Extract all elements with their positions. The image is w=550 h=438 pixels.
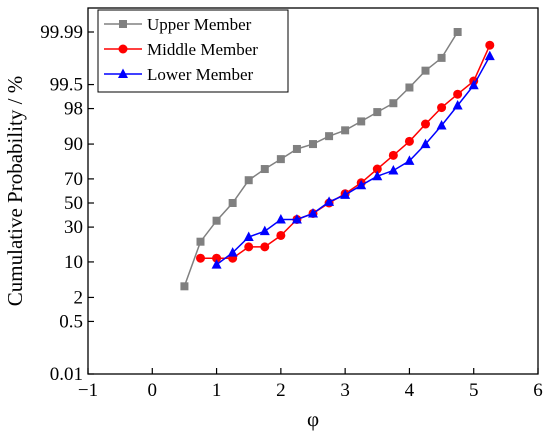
data-point-lower-member — [436, 120, 447, 130]
data-point-upper-member — [325, 132, 334, 141]
data-point-lower-member — [275, 213, 286, 224]
data-point-middle-member — [421, 119, 430, 129]
x-tick-label: 1 — [212, 380, 222, 401]
data-point-lower-member — [227, 247, 238, 257]
data-point-upper-member — [373, 108, 382, 117]
y-tick-label: 0.01 — [50, 364, 83, 385]
data-point-middle-member — [244, 242, 254, 252]
legend-marker — [119, 20, 127, 28]
data-point-upper-member — [196, 237, 205, 246]
data-point-lower-member — [211, 259, 222, 269]
data-point-upper-member — [244, 176, 253, 185]
x-tick-label: 0 — [148, 380, 158, 401]
data-point-upper-member — [260, 165, 269, 174]
data-point-lower-member — [340, 189, 351, 199]
data-point-lower-member — [324, 196, 335, 206]
y-tick-label: 99.5 — [50, 75, 83, 96]
y-tick-label: 50 — [64, 193, 83, 214]
legend-marker — [118, 68, 128, 78]
data-point-lower-member — [388, 165, 399, 175]
x-tick-label: 2 — [276, 380, 286, 401]
data-point-lower-member — [484, 50, 495, 61]
data-point-lower-member — [291, 213, 302, 224]
legend-item-lower-member: Lower Member — [104, 65, 254, 84]
data-point-upper-member — [292, 144, 301, 153]
legend-item-middle-member: Middle Member — [104, 40, 258, 59]
y-tick-label: 10 — [64, 252, 83, 273]
data-point-middle-member — [212, 253, 222, 263]
data-point-lower-member — [468, 79, 479, 90]
data-point-middle-member — [276, 230, 286, 240]
data-point-upper-member — [228, 199, 237, 207]
x-tick-label: 6 — [533, 380, 543, 401]
data-point-middle-member — [437, 103, 447, 113]
legend-label: Upper Member — [147, 15, 252, 34]
data-point-upper-member — [453, 28, 462, 36]
y-tick-label: 30 — [64, 217, 83, 238]
legend-label: Lower Member — [147, 65, 254, 84]
x-tick-label: 4 — [405, 380, 415, 401]
y-tick-label: 70 — [64, 169, 83, 190]
legend-marker — [118, 44, 128, 54]
data-point-middle-member — [485, 40, 495, 50]
data-point-middle-member — [372, 164, 382, 174]
data-point-lower-member — [356, 179, 367, 190]
series-lower-member — [211, 50, 495, 269]
data-point-middle-member — [453, 89, 463, 99]
legend: Upper Member Middle Member Lower Member — [97, 9, 289, 93]
x-tick-label: 3 — [340, 380, 350, 401]
axis-layer: −1 0 1 2 3 4 5 6 0.01 0.5 2 10 30 50 70 90 98 99.5 99.99 — [40, 22, 543, 401]
series-upper-member — [180, 28, 462, 291]
legend-item-upper-member: Upper Member — [104, 15, 252, 34]
data-point-upper-member — [421, 66, 430, 75]
data-point-lower-member — [259, 225, 270, 236]
x-tick-label: 5 — [469, 380, 479, 401]
data-point-upper-member — [357, 117, 366, 126]
data-point-upper-member — [276, 155, 285, 164]
y-axis-title: Cumulative Probability / % — [3, 76, 27, 306]
data-point-lower-member — [452, 100, 463, 110]
data-point-lower-member — [404, 155, 415, 165]
data-point-lower-member — [372, 170, 383, 181]
x-tick-label: −1 — [78, 380, 98, 401]
y-tick-label: 99.99 — [40, 22, 83, 43]
data-point-middle-member — [388, 150, 398, 160]
data-point-upper-member — [389, 99, 398, 108]
legend-label: Middle Member — [147, 40, 258, 59]
data-point-lower-member — [308, 207, 318, 218]
data-point-upper-member — [180, 282, 189, 291]
y-tick-label: 2 — [74, 287, 84, 308]
data-point-lower-member — [243, 231, 254, 241]
data-point-upper-member — [437, 53, 446, 62]
x-axis-title: φ — [307, 407, 319, 431]
data-point-upper-member — [341, 126, 350, 135]
y-tick-label: 0.5 — [59, 311, 83, 332]
data-point-middle-member — [404, 136, 414, 146]
y-tick-label: 98 — [64, 99, 83, 120]
data-point-upper-member — [212, 216, 221, 225]
data-point-middle-member — [260, 242, 270, 252]
plot-frame — [87, 7, 539, 375]
y-tick-label: 90 — [64, 134, 83, 155]
data-point-middle-member — [196, 253, 205, 263]
data-point-upper-member — [309, 140, 317, 149]
data-point-lower-member — [420, 138, 431, 149]
data-point-upper-member — [405, 83, 414, 92]
series-layer — [180, 28, 495, 291]
